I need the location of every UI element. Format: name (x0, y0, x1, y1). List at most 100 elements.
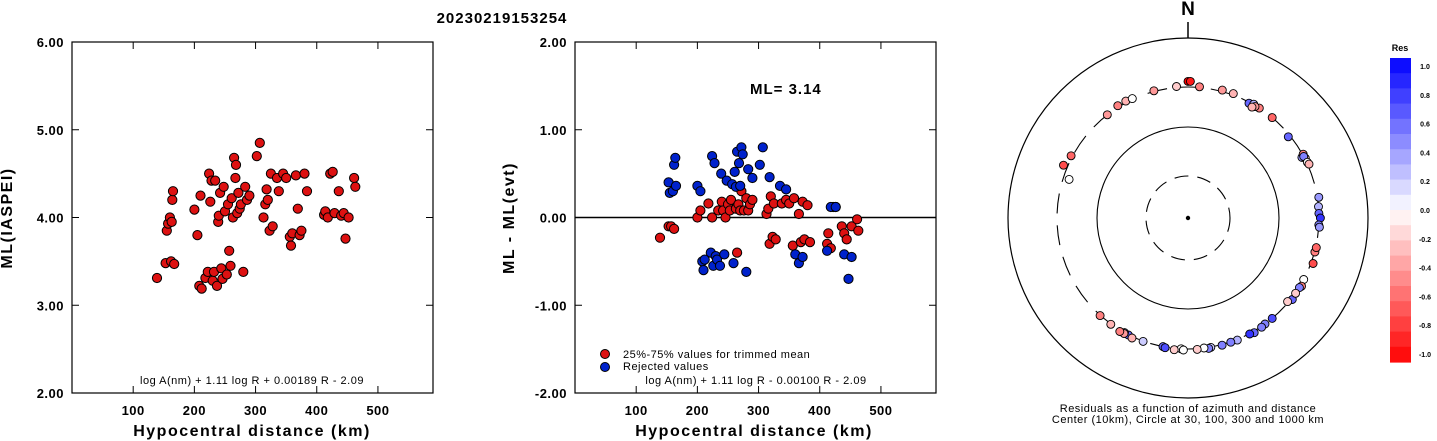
left-point-series-0 (285, 240, 297, 251)
colorbar-swatch (1390, 331, 1411, 348)
colorbar-tick-label: 0.4 (1420, 150, 1430, 157)
colorbar-swatch (1390, 225, 1411, 241)
colorbar-ticks: 1.0 0.8 0.6 0.4 0.2 0.0 -0.2 -0.4 -0.6 -0.8 -1.0 (1419, 64, 1431, 359)
left-point-series-0 (350, 181, 361, 192)
colorbar-swatch (1390, 118, 1411, 135)
middle-point-series-0 (852, 214, 863, 225)
colorbar-swatch (1390, 301, 1411, 317)
x-tick-label: 300 (244, 403, 267, 418)
middle-point-series-1 (735, 180, 746, 191)
polar-point (1095, 311, 1105, 321)
colorbar-swatches (1390, 58, 1411, 363)
middle-point-series-0 (669, 223, 680, 234)
polar-point (1064, 174, 1074, 184)
y-tick-label: 1.00 (540, 123, 567, 138)
north-label: N (1181, 0, 1195, 20)
polar-point (1127, 333, 1137, 343)
left-point-series-0 (238, 266, 249, 277)
middle-point-series-1 (797, 251, 808, 263)
colorbar-tick-label: 0.6 (1420, 122, 1430, 129)
middle-point-series-0 (654, 232, 666, 243)
left-point-series-0 (169, 258, 180, 270)
colorbar-swatch (1390, 210, 1411, 226)
legend-label-rejected: Rejected values (623, 361, 709, 373)
left-point-series-0 (343, 212, 354, 223)
left-point-series-0 (340, 233, 351, 244)
left-point-series-0 (273, 186, 284, 197)
middle-point-series-1 (741, 266, 752, 277)
x-tick-label: 200 (686, 403, 709, 418)
middle-point-series-0 (725, 194, 737, 205)
polar-point (1138, 336, 1148, 346)
polar-point (1267, 113, 1277, 123)
polar-caption-line2: Center (10km), Circle at 30, 100, 300 an… (1052, 414, 1324, 426)
x-tick-label: 400 (305, 403, 328, 418)
colorbar-swatch (1390, 255, 1411, 272)
panel-left-frame (71, 41, 434, 394)
colorbar-swatch (1390, 316, 1411, 333)
polar-point (1283, 297, 1293, 307)
left-point-series-0 (254, 137, 265, 148)
polar-point (1314, 222, 1324, 232)
left-point-series-0 (349, 172, 360, 184)
polar-point (1217, 340, 1227, 350)
legend-label-trimmed: 25%-75% values for trimmed mean (623, 349, 810, 361)
middle-point-series-1 (737, 149, 748, 160)
middle-point-series-1 (699, 254, 710, 265)
panel-left: 100 200 300 400 500 2.00 3.00 4.00 5.00 6.00 log … (0, 35, 434, 440)
middle-point-series-1 (733, 158, 745, 169)
middle-point-series-0 (793, 208, 805, 220)
left-point-series-0 (211, 280, 223, 291)
left-point-series-0 (333, 186, 344, 197)
left-point-series-0 (230, 159, 242, 170)
figure-title: 20230219153254 (437, 10, 568, 27)
left-point-series-0 (267, 221, 278, 232)
left-point-series-0 (230, 172, 241, 184)
left-point-series-0 (167, 194, 178, 205)
polar-point (1228, 89, 1238, 99)
polar-point (1217, 85, 1227, 95)
middle-point-series-1 (764, 172, 775, 183)
middle-point-series-1 (846, 251, 857, 263)
left-point-series-0 (151, 272, 163, 284)
middle-point-series-0 (703, 198, 714, 209)
left-point-series-0 (281, 172, 292, 184)
middle-point-series-0 (802, 200, 813, 211)
left-point-series-0 (261, 184, 272, 195)
x-tick-label: 500 (869, 403, 892, 418)
panel-polar: N Residuals as a function of azimuth and… (1007, 0, 1369, 426)
left-point-series-0 (189, 204, 200, 215)
polar-point (1257, 322, 1267, 332)
left-point-series-0 (195, 190, 206, 201)
circle-1000km (1007, 37, 1369, 399)
left-point-series-0 (221, 269, 232, 280)
polar-point (1127, 94, 1137, 104)
y-tick-label: -2.00 (535, 386, 567, 401)
panel-middle-points (654, 142, 864, 284)
left-point-series-0 (210, 175, 221, 186)
middle-point-series-0 (707, 212, 718, 223)
left-point-series-0 (262, 194, 273, 205)
colorbar-tick-label: 0.2 (1420, 179, 1430, 186)
colorbar-swatch (1390, 88, 1411, 105)
middle-point-series-0 (770, 234, 781, 245)
polar-point (1113, 101, 1123, 111)
colorbar-swatch (1390, 134, 1411, 150)
legend-marker-rejected (600, 362, 610, 372)
center-point (1185, 215, 1191, 221)
colorbar-swatch (1390, 346, 1411, 363)
middle-point-series-0 (695, 205, 706, 216)
left-point-series-0 (327, 166, 338, 177)
colorbar-swatch (1390, 194, 1411, 211)
left-point-series-0 (251, 151, 262, 162)
colorbar-swatch (1390, 286, 1411, 302)
panel-left-points (151, 137, 361, 294)
panel-middle-ml-annotation: ML= 3.14 (750, 81, 822, 98)
left-point-series-0 (258, 212, 269, 223)
middle-point-series-0 (841, 234, 852, 245)
middle-point-series-1 (714, 260, 726, 271)
polar-point (1169, 345, 1179, 355)
left-point-series-0 (240, 181, 251, 192)
middle-point-series-1 (716, 168, 727, 179)
